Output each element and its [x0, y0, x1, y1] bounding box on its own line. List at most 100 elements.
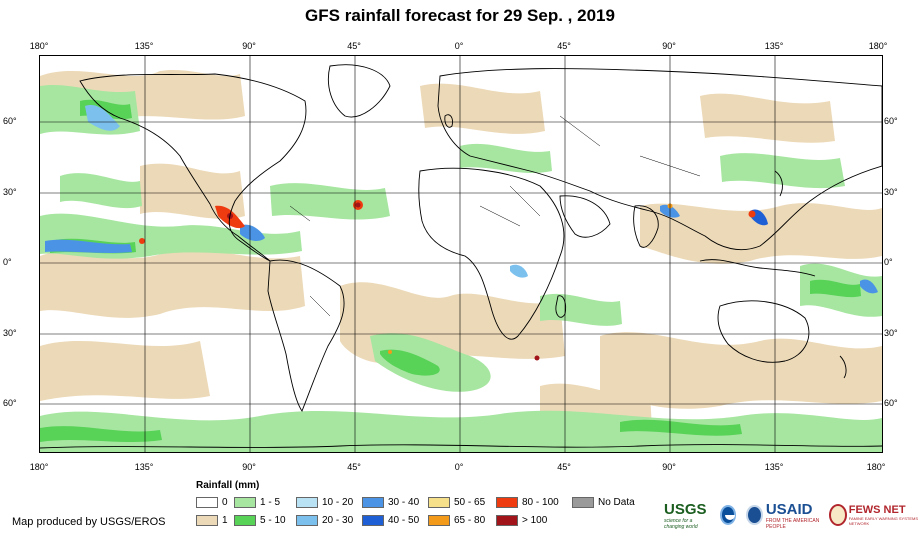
right-tick-label: 30°: [884, 187, 898, 197]
legend-swatch: [296, 515, 318, 526]
noaa-logo-icon: [719, 505, 737, 525]
graticule: [40, 56, 882, 452]
top-tick-label: 180°: [29, 41, 49, 51]
rainfall-map: [39, 55, 883, 453]
legend-item: 5 - 10: [234, 515, 286, 526]
arabia-outline: [559, 195, 611, 238]
india-outline: [633, 205, 659, 248]
right-tick-label: 30°: [884, 328, 898, 338]
partner-logos: USGS science for a changing world USAID …: [664, 498, 920, 532]
australia-outline: [717, 300, 810, 363]
legend-item: 50 - 65: [428, 497, 485, 508]
legend-label: 10 - 20: [322, 497, 354, 508]
legend-label: 1 - 5: [260, 497, 281, 508]
legend-label: 50 - 65: [454, 497, 486, 508]
map-title: GFS rainfall forecast for 29 Sep. , 2019: [305, 6, 615, 25]
legend-item: 0: [196, 497, 228, 508]
legend-item: > 100: [496, 515, 547, 526]
top-tick-label: 0°: [454, 41, 464, 51]
bottom-tick-label: 45°: [347, 462, 361, 472]
legend-item: 30 - 40: [362, 497, 419, 508]
legend-label: 30 - 40: [388, 497, 420, 508]
legend-label: 1: [222, 515, 228, 526]
fews-logo: FEWS NET FAMINE EARLY WARNING SYSTEMS NE…: [849, 504, 920, 526]
bottom-tick-label: 180°: [29, 462, 49, 472]
legend-swatch: [428, 515, 450, 526]
legend-item: 1 - 5: [234, 497, 280, 508]
africa-outline: [418, 167, 565, 340]
north-america-outline: [79, 73, 307, 262]
rain-1-5-areas: [40, 84, 882, 452]
left-tick-label: 60°: [3, 398, 17, 408]
legend-label: 5 - 10: [260, 515, 286, 526]
map-credit: Map produced by USGS/EROS: [12, 516, 166, 528]
legend-label: 0: [222, 497, 228, 508]
bottom-tick-label: 180°: [866, 462, 886, 472]
coastlines: [40, 64, 882, 449]
antarctica-outline: [40, 444, 882, 449]
legend-swatch: [362, 515, 384, 526]
legend-title: Rainfall (mm): [196, 480, 260, 491]
left-tick-label: 0°: [3, 257, 12, 267]
bottom-tick-label: 90°: [662, 462, 676, 472]
bottom-tick-label: 0°: [454, 462, 464, 472]
legend-label: 20 - 30: [322, 515, 354, 526]
top-tick-label: 45°: [347, 41, 361, 51]
top-tick-label: 90°: [242, 41, 256, 51]
top-tick-label: 135°: [764, 41, 784, 51]
fews-tagline: FAMINE EARLY WARNING SYSTEMS NETWORK: [848, 516, 918, 526]
usaid-tagline: FROM THE AMERICAN PEOPLE: [765, 517, 820, 530]
top-tick-label: 180°: [868, 41, 888, 51]
left-tick-label: 30°: [3, 328, 17, 338]
usaid-logo: USAID FROM THE AMERICAN PEOPLE: [766, 501, 825, 530]
left-tick-label: 30°: [3, 187, 17, 197]
legend-label: No Data: [598, 497, 635, 508]
legend-label: 65 - 80: [454, 515, 486, 526]
legend-item: No Data: [572, 497, 635, 508]
top-tick-label: 135°: [134, 41, 154, 51]
legend-swatch: [428, 497, 450, 508]
legend-item: 1: [196, 515, 228, 526]
right-tick-label: 60°: [884, 398, 898, 408]
left-tick-label: 60°: [3, 116, 17, 126]
top-tick-label: 45°: [557, 41, 571, 51]
usgs-tagline: science for a changing world: [664, 517, 698, 530]
legend-swatch: [496, 497, 518, 508]
bottom-tick-label: 45°: [557, 462, 571, 472]
legend-swatch: [234, 515, 256, 526]
new-zealand-outline: [839, 355, 847, 379]
legend-swatch: [496, 515, 518, 526]
legend-item: 65 - 80: [428, 515, 485, 526]
legend-label: > 100: [522, 515, 548, 526]
indonesia-outline: [699, 259, 816, 277]
legend-swatch: [362, 497, 384, 508]
usaid-wordmark: USAID: [765, 500, 813, 518]
legend-item: 10 - 20: [296, 497, 353, 508]
legend-label: 80 - 100: [522, 497, 559, 508]
legend-swatch: [572, 497, 594, 508]
usaid-seal-icon: [746, 505, 763, 525]
fews-wordmark: FEWS NET: [848, 504, 906, 516]
right-tick-label: 60°: [884, 116, 898, 126]
south-america-outline: [267, 259, 345, 412]
light-rain-areas: [40, 69, 882, 431]
legend-item: 40 - 50: [362, 515, 419, 526]
bottom-tick-label: 90°: [242, 462, 256, 472]
bottom-tick-label: 135°: [134, 462, 154, 472]
fews-globe-icon: [828, 504, 847, 526]
bottom-tick-label: 135°: [764, 462, 784, 472]
top-tick-label: 90°: [662, 41, 676, 51]
usgs-wordmark: USGS: [664, 500, 707, 518]
legend-label: 40 - 50: [388, 515, 420, 526]
legend-swatch: [196, 497, 218, 508]
legend-swatch: [196, 515, 218, 526]
usgs-logo: USGS science for a changing world: [664, 501, 714, 530]
legend-item: 20 - 30: [296, 515, 353, 526]
greenland-outline: [327, 64, 391, 118]
legend-swatch: [296, 497, 318, 508]
right-tick-label: 0°: [884, 257, 893, 267]
legend-item: 80 - 100: [496, 497, 559, 508]
japan-outline: [774, 170, 783, 197]
europe-asia-outline: [437, 68, 882, 250]
rainfall-map-svg: [40, 56, 882, 452]
